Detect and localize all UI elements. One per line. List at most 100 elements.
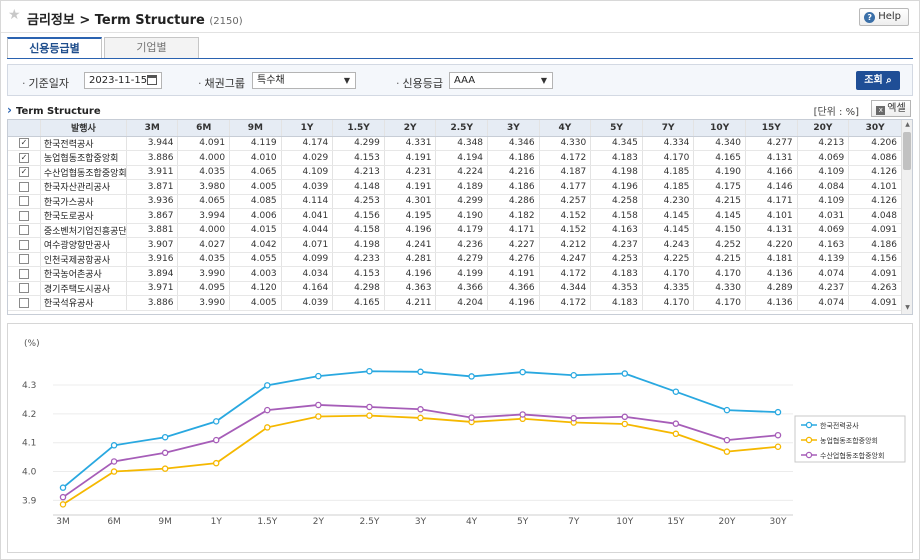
- search-button[interactable]: 조회 ⌕: [856, 71, 900, 90]
- yield-cell: 4.190: [435, 208, 489, 224]
- yield-cell: 4.085: [229, 194, 282, 209]
- data-point: [59, 484, 67, 491]
- column-header[interactable]: 2Y: [384, 120, 437, 137]
- yield-cell: 4.136: [745, 266, 798, 282]
- column-header[interactable]: 4Y: [539, 120, 592, 137]
- yield-cell: 4.276: [487, 252, 540, 267]
- yield-cell: 4.101: [848, 179, 902, 195]
- issuer-name-cell: 한국전력공사: [40, 136, 127, 151]
- scroll-up-icon[interactable]: ▲: [905, 121, 910, 128]
- column-header[interactable]: 5Y: [590, 120, 643, 137]
- column-header[interactable]: 1.5Y: [332, 120, 385, 137]
- table-scrollbar[interactable]: ▲ ▼: [901, 120, 912, 314]
- row-checkbox[interactable]: [18, 210, 29, 221]
- table-row[interactable]: 한국농어촌공사 3.894 3.990 4.003 4.034 4.153 4.196 4.1…: [8, 266, 902, 282]
- column-header[interactable]: 9M: [229, 120, 282, 137]
- x-tick-label: 3M: [56, 517, 70, 527]
- data-point: [621, 370, 629, 377]
- row-checkbox[interactable]: [18, 254, 29, 264]
- table-row[interactable]: ✓ 농업협동조합중앙회 3.886 4.000 4.010 4.029 4.153 4.191…: [8, 150, 902, 166]
- column-header[interactable]: 3Y: [487, 120, 540, 137]
- table-row[interactable]: 한국도로공사 3.867 3.994 4.006 4.041 4.156 4.195 4.19…: [8, 208, 902, 224]
- table-body: ✓ 한국전력공사 3.944 4.091 4.119 4.174 4.299 4.331 4.3…: [8, 136, 902, 311]
- date-input[interactable]: 2023-11-15: [84, 72, 162, 89]
- row-checkbox[interactable]: [18, 225, 29, 235]
- table-row[interactable]: ✓ 수산업협동조합중앙회 3.911 4.035 4.065 4.109 4.213 4.23…: [8, 165, 902, 180]
- data-point: [672, 388, 680, 395]
- column-header[interactable]: 6M: [177, 120, 231, 137]
- table-row[interactable]: 인천국제공항공사 3.916 4.035 4.055 4.099 4.233 4.281 4.…: [8, 252, 902, 267]
- yield-cell: 4.363: [384, 281, 437, 296]
- yield-cell: 4.109: [797, 165, 850, 180]
- data-point: [672, 430, 680, 438]
- column-header[interactable]: 20Y: [797, 120, 850, 137]
- yield-cell: 4.277: [745, 136, 798, 151]
- table-row[interactable]: 한국자산관리공사 3.871 3.980 4.005 4.039 4.148 4.191 4.…: [8, 179, 902, 195]
- column-header[interactable]: 발행사: [40, 120, 127, 137]
- table-row[interactable]: 한국가스공사 3.936 4.065 4.085 4.114 4.253 4.301 4.29…: [8, 194, 902, 209]
- column-header[interactable]: 10Y: [693, 120, 746, 137]
- bond-group-label: 채권그룹: [198, 75, 245, 91]
- yield-cell: 4.289: [745, 281, 798, 296]
- column-header[interactable]: 7Y: [642, 120, 695, 137]
- yield-cell: 4.198: [590, 165, 643, 180]
- tab-company[interactable]: 기업별: [104, 37, 199, 59]
- yield-cell: 4.196: [384, 266, 437, 282]
- issuer-name-cell: 농업협동조합중앙회: [40, 150, 127, 166]
- x-tick-label: 2.5Y: [360, 517, 380, 527]
- scroll-thumb[interactable]: [903, 132, 911, 170]
- yield-cell: 4.095: [177, 281, 231, 296]
- column-header[interactable]: 1Y: [281, 120, 334, 137]
- yield-cell: 4.243: [642, 237, 695, 253]
- scroll-down-icon[interactable]: ▼: [905, 304, 910, 311]
- row-checkbox[interactable]: ✓: [18, 138, 29, 148]
- row-checkbox[interactable]: [18, 268, 29, 279]
- row-checkbox[interactable]: [18, 196, 29, 206]
- row-checkbox[interactable]: [18, 239, 29, 250]
- data-point: [672, 420, 680, 427]
- x-tick-label: 30Y: [770, 517, 787, 527]
- yield-cell: 4.165: [693, 150, 746, 166]
- yield-cell: 4.366: [435, 281, 489, 296]
- table-row[interactable]: 경기주택도시공사 3.971 4.095 4.120 4.164 4.298 4.363 4.…: [8, 281, 902, 296]
- yield-cell: 4.065: [177, 194, 231, 209]
- calendar-icon[interactable]: [147, 75, 157, 85]
- data-point: [723, 448, 731, 455]
- yield-cell: 4.212: [539, 237, 592, 253]
- rating-select[interactable]: AAA ▼: [449, 72, 553, 89]
- yield-cell: 4.042: [229, 237, 282, 253]
- help-button[interactable]: ? Help: [859, 8, 909, 26]
- column-header[interactable]: 15Y: [745, 120, 798, 137]
- row-checkbox[interactable]: [18, 283, 29, 293]
- yield-cell: 3.871: [126, 179, 179, 195]
- row-checkbox[interactable]: ✓: [18, 152, 29, 163]
- yield-cell: 4.247: [539, 252, 592, 267]
- row-checkbox[interactable]: ✓: [18, 167, 29, 177]
- yield-cell: 4.263: [848, 281, 902, 296]
- row-checkbox[interactable]: [18, 297, 29, 308]
- yield-cell: 4.196: [487, 295, 540, 311]
- table-row[interactable]: 중소벤처기업진흥공단 3.881 4.000 4.015 4.044 4.158 4.196…: [8, 223, 902, 238]
- y-tick-label: 3.9: [22, 496, 37, 506]
- column-header[interactable]: 3M: [126, 120, 179, 137]
- yield-cell: 4.074: [797, 266, 850, 282]
- column-header[interactable]: 2.5Y: [435, 120, 489, 137]
- excel-icon: x: [876, 106, 886, 115]
- yield-cell: 4.196: [590, 179, 643, 195]
- data-point: [161, 465, 169, 472]
- yield-cell: 4.183: [590, 295, 643, 311]
- favorite-star-icon[interactable]: ★: [8, 7, 21, 23]
- table-row[interactable]: 한국석유공사 3.886 3.990 4.005 4.039 4.165 4.211 4.20…: [8, 295, 902, 311]
- issuer-name-cell: 한국가스공사: [40, 194, 127, 209]
- yield-cell: 4.163: [797, 237, 850, 253]
- row-checkbox[interactable]: [18, 181, 29, 192]
- tab-credit-rating[interactable]: 신용등급별: [7, 37, 102, 59]
- bond-group-select[interactable]: 특수채 ▼: [252, 72, 356, 89]
- chevron-down-icon: ▼: [540, 76, 547, 85]
- yield-cell: 4.000: [177, 150, 231, 166]
- yield-cell: 4.153: [332, 266, 385, 282]
- column-header[interactable]: 30Y: [848, 120, 902, 137]
- excel-button[interactable]: x 엑셀: [871, 100, 911, 117]
- table-row[interactable]: ✓ 한국전력공사 3.944 4.091 4.119 4.174 4.299 4.331 4.3…: [8, 136, 902, 151]
- table-row[interactable]: 여수광양항만공사 3.907 4.027 4.042 4.071 4.198 4.241 4.…: [8, 237, 902, 253]
